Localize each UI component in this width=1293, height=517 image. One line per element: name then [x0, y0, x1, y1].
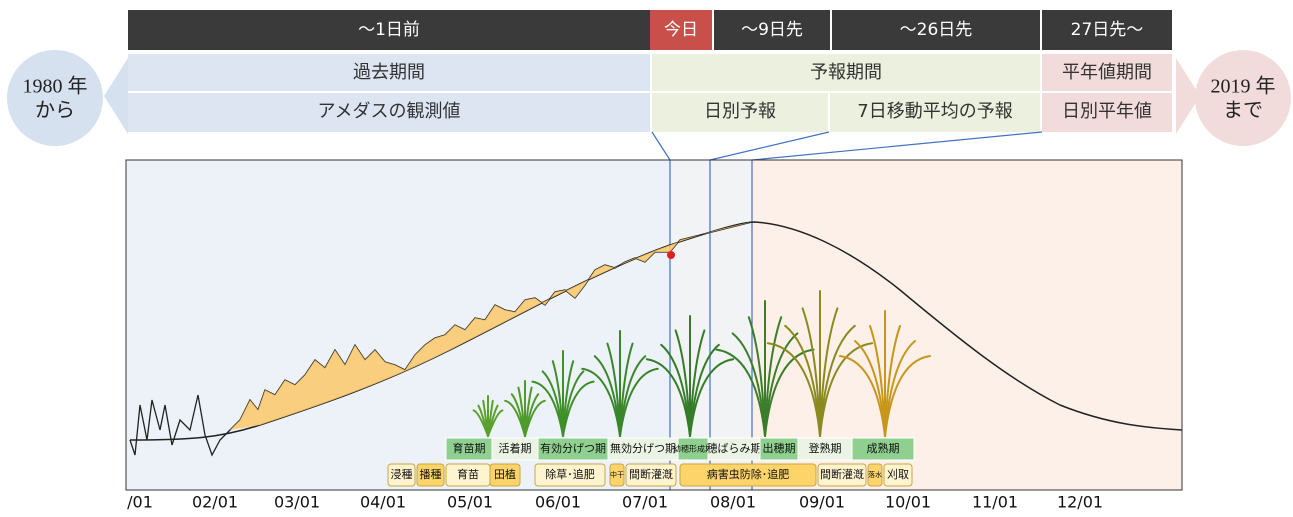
end-year: 2019 年	[1211, 75, 1276, 98]
source: アメダスの観測値	[317, 101, 460, 122]
plant-leaf	[524, 399, 546, 437]
plant-leaf	[619, 367, 659, 437]
x-label: 03/01	[274, 493, 320, 512]
task-label: 中干	[610, 470, 624, 479]
stage-label: 成熟期	[867, 441, 900, 455]
end-circle	[1195, 50, 1291, 146]
task-label: 落水	[868, 470, 882, 479]
plot-frame	[125, 159, 1183, 491]
task	[867, 463, 883, 487]
task	[609, 463, 625, 487]
source: 7日移動平均の予報	[857, 101, 1012, 122]
x-label: 09/01	[799, 493, 845, 512]
task	[883, 463, 913, 487]
stage-label: 育苗期	[453, 441, 486, 455]
stage-label: 無効分げつ期	[610, 441, 676, 455]
stage-label: 有効分げつ期	[540, 441, 606, 455]
source: 日別予報	[704, 101, 776, 122]
task-label: 育苗	[457, 467, 479, 481]
plant-leaf	[884, 355, 931, 437]
source: 日別平年値	[1062, 101, 1152, 122]
stage-label: 登熟期	[809, 441, 842, 455]
task	[679, 463, 817, 487]
header-cell	[1042, 10, 1172, 50]
task	[489, 463, 521, 487]
stage-label: 活着期	[499, 441, 532, 455]
x-label: 05/01	[447, 493, 493, 512]
end-suffix: まで	[1223, 100, 1263, 122]
arrow	[1176, 58, 1200, 134]
start-circle	[7, 50, 103, 146]
task-label: 間断灌漑	[820, 467, 864, 481]
header-cell	[714, 10, 830, 50]
plant-leaf	[819, 342, 874, 437]
anomaly-area	[230, 222, 752, 430]
header-cell	[650, 10, 712, 50]
x-label: 12/01	[1057, 493, 1103, 512]
plant-leaf	[487, 409, 504, 437]
header-cell	[832, 10, 1040, 50]
task-label: 播種	[420, 467, 442, 481]
today-point	[667, 251, 675, 259]
x-label: /01	[127, 493, 153, 512]
x-label: 11/01	[972, 493, 1018, 512]
period: 〜9日先	[741, 20, 803, 40]
period: 〜1日前	[358, 20, 420, 40]
stage-label: 穂ばらみ期	[707, 441, 762, 455]
task-label: 除草･追肥	[545, 467, 595, 481]
task	[387, 463, 416, 487]
stage-label: 出穂期	[763, 441, 796, 455]
start-year: 1980 年	[23, 75, 88, 98]
task-label: 間断灌漑	[629, 467, 673, 481]
task-label: 病害虫防除･追肥	[707, 467, 790, 481]
plant-leaf	[764, 348, 815, 437]
task	[817, 463, 867, 487]
plant-leaf	[689, 358, 735, 437]
normal-area	[752, 160, 1182, 490]
x-label: 07/01	[622, 493, 668, 512]
period: 今日	[664, 20, 698, 40]
task-label: 田植	[494, 467, 516, 481]
task	[534, 463, 606, 487]
start-suffix: から	[35, 100, 75, 122]
task	[416, 463, 445, 487]
kind: 過去期間	[353, 62, 425, 83]
task-label: 浸種	[391, 467, 413, 481]
x-label: 04/01	[360, 493, 406, 512]
period: 27日先〜	[1071, 20, 1144, 40]
header-cell	[128, 10, 650, 50]
task-label: 刈取	[887, 468, 909, 481]
period: 〜26日先	[900, 20, 973, 40]
x-label: 02/01	[192, 493, 238, 512]
x-label: 08/01	[710, 493, 756, 512]
kind: 予報期間	[810, 62, 882, 83]
plant-leaf	[562, 380, 595, 437]
forecast-area	[670, 160, 752, 490]
stage-label: 幼穂形成期	[673, 444, 713, 454]
task	[625, 463, 677, 487]
x-label: 06/01	[535, 493, 581, 512]
arrow	[104, 58, 128, 134]
stage	[851, 437, 915, 461]
x-label: 10/01	[885, 493, 931, 512]
kind: 平年値期間	[1062, 62, 1152, 83]
